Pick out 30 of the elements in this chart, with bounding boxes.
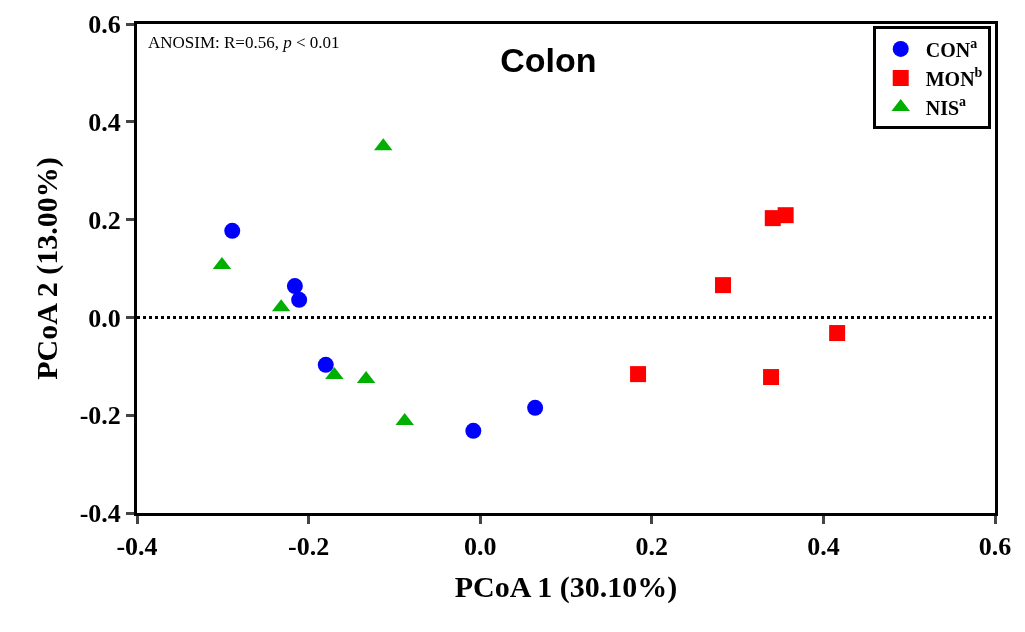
legend-label: NIS$^{a}$ bbox=[925, 94, 967, 119]
y-tick-label: -0.4 bbox=[79, 499, 121, 529]
point bbox=[777, 207, 794, 224]
y-axis-title: PCoA 2 (13.00%) bbox=[29, 157, 64, 380]
y-tick-label: 0.2 bbox=[88, 205, 121, 235]
y-tick-label: 0.6 bbox=[88, 10, 121, 40]
x-tick-label: 0.2 bbox=[635, 532, 669, 562]
point bbox=[527, 399, 544, 416]
x-tick-label: 0.4 bbox=[807, 532, 840, 562]
point bbox=[829, 325, 846, 342]
x-tick-label: -0.2 bbox=[288, 532, 330, 562]
y-tick-label: -0.2 bbox=[79, 401, 121, 431]
y-tick-label: 0.4 bbox=[88, 107, 121, 137]
y-tick-label: 0.0 bbox=[88, 303, 121, 333]
point bbox=[224, 222, 241, 239]
point bbox=[317, 356, 334, 373]
legend-label: MON$^{b}$ bbox=[925, 65, 983, 90]
annotation: ANOSIM: R=0.56, p < 0.01 bbox=[148, 33, 340, 52]
point bbox=[630, 366, 647, 383]
legend-label: CON$^{a}$ bbox=[925, 36, 978, 61]
x-axis-title: PCoA 1 (30.10%) bbox=[454, 569, 678, 604]
text: Colon bbox=[500, 40, 597, 79]
point bbox=[715, 277, 732, 294]
x-tick-label: 0.6 bbox=[978, 532, 1012, 562]
x-tick-label: 0.0 bbox=[463, 532, 497, 562]
x-tick-label: -0.4 bbox=[116, 532, 158, 562]
point bbox=[291, 291, 308, 308]
point bbox=[763, 369, 780, 386]
point bbox=[286, 278, 303, 295]
point bbox=[465, 422, 482, 439]
